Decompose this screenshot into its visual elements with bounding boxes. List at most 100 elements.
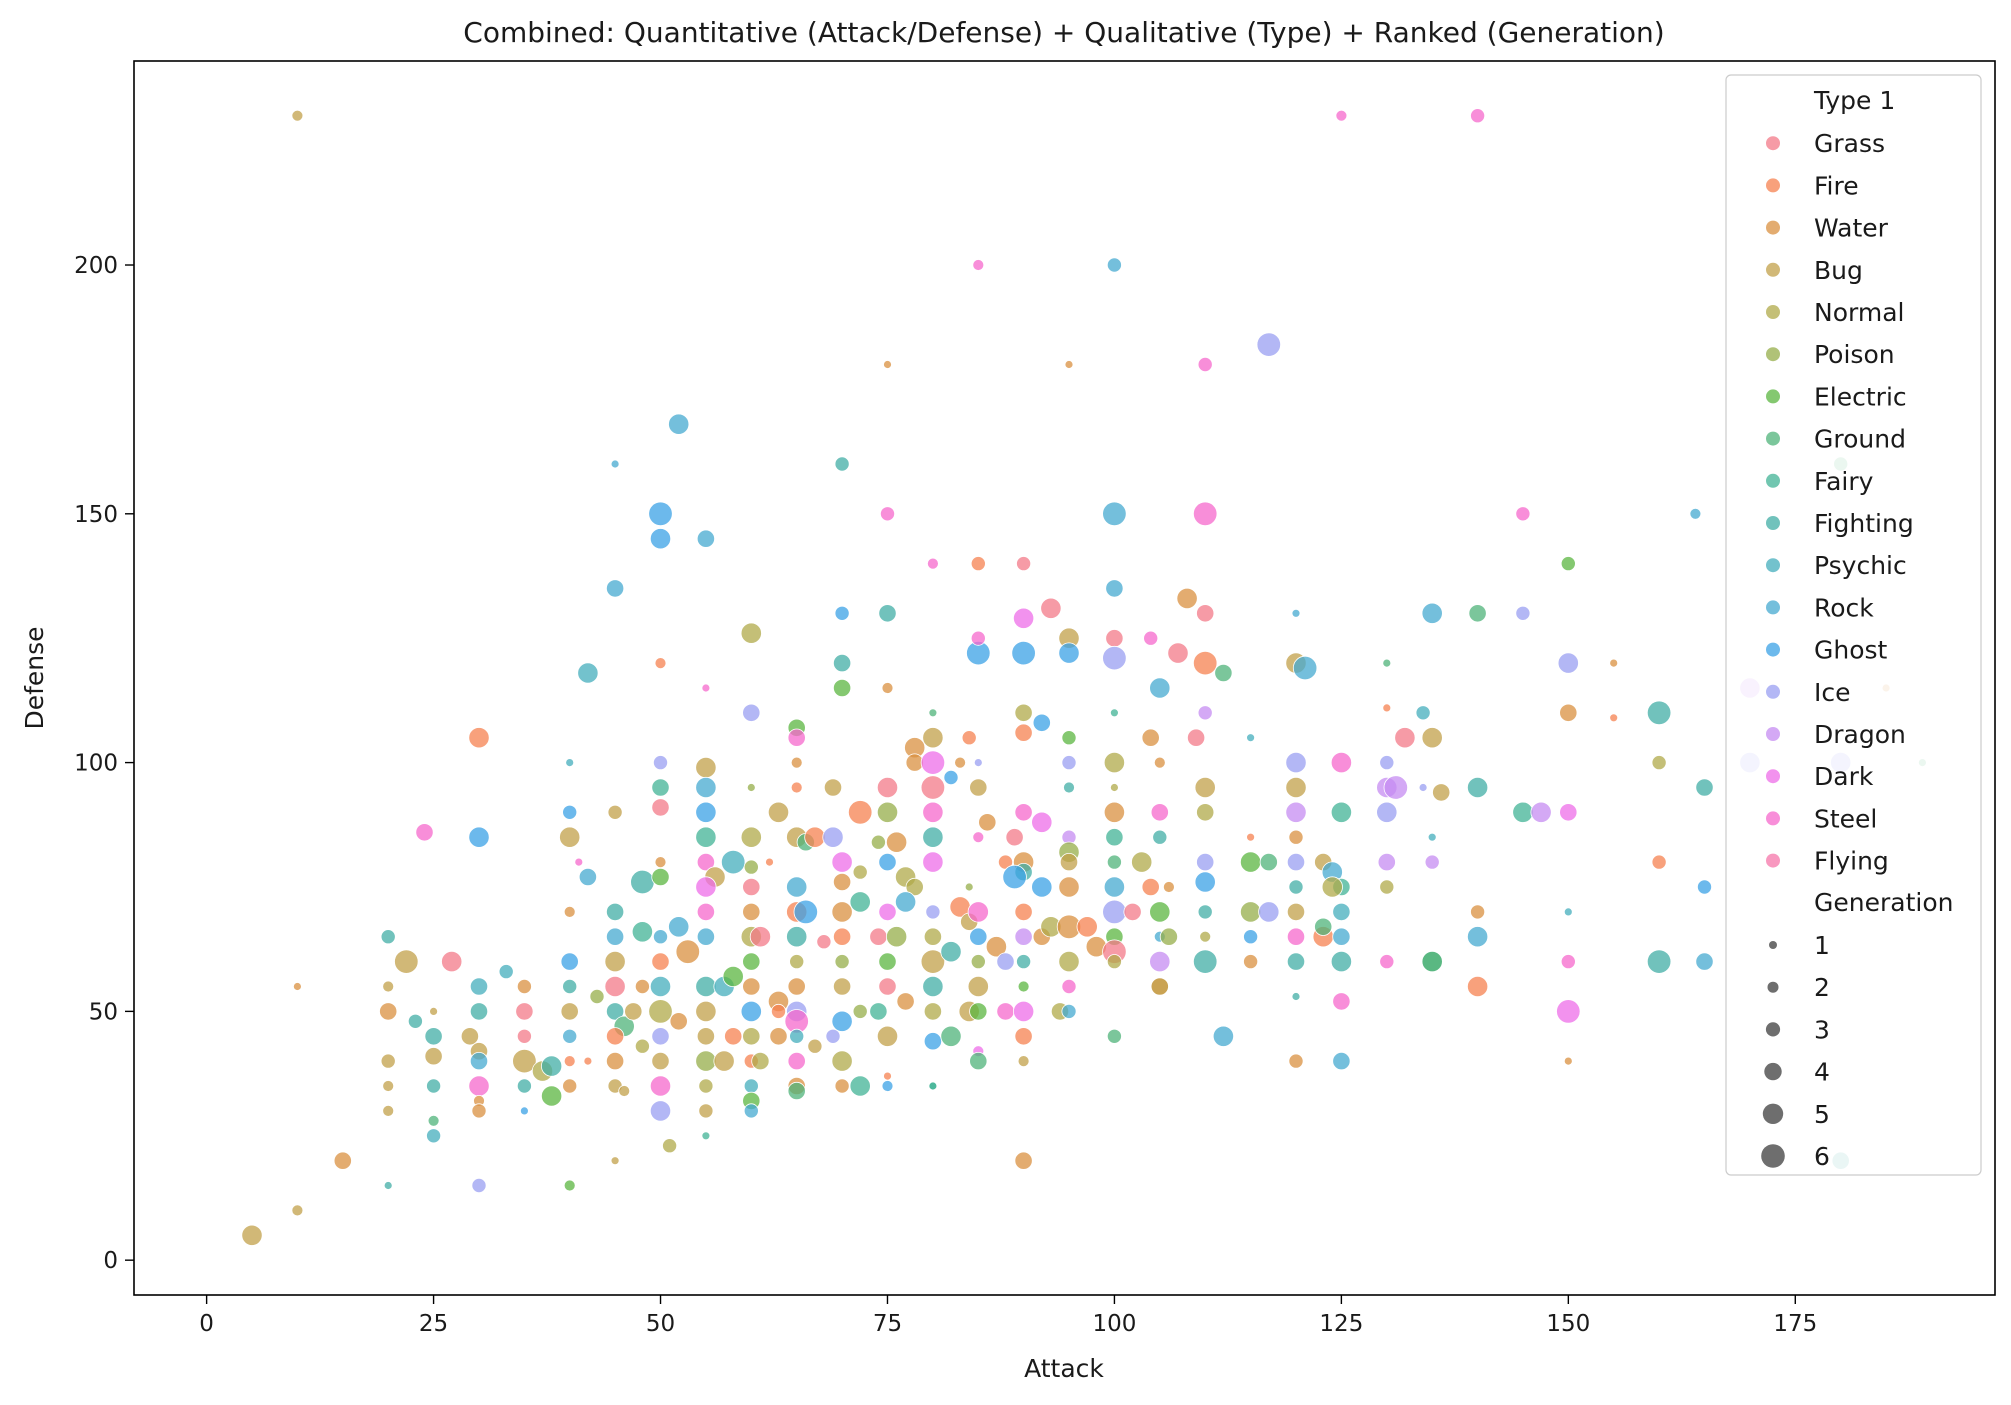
data-point [740,826,762,848]
data-point [630,869,655,895]
data-point [407,1013,423,1029]
data-point [978,813,997,832]
data-point [1131,851,1153,873]
data-point [713,1050,735,1072]
data-point [1646,949,1672,974]
data-point [1153,756,1166,769]
data-point [1332,902,1351,922]
data-point [1609,658,1619,668]
data-point [771,1003,787,1019]
x-tick-label: 125 [1319,1311,1363,1337]
data-point [562,1078,578,1094]
data-point [1150,803,1169,822]
data-point [701,1131,711,1141]
data-point [740,622,762,644]
data-point [610,1156,620,1166]
data-point [922,851,944,873]
data-point [429,1007,439,1016]
data-point [834,456,850,472]
data-point [695,876,717,898]
data-point [562,804,578,820]
data-point [1014,1151,1033,1170]
data-point [742,902,761,922]
data-point [849,1075,871,1097]
legend-entry-label: Rock [1814,593,1874,622]
data-point [742,952,761,971]
data-point [1609,713,1619,723]
data-point [1149,950,1171,973]
data-point [1243,954,1259,970]
data-point [1196,604,1215,623]
data-point [1192,501,1218,527]
data-point [383,1181,393,1190]
legend-entry-label: Steel [1814,804,1877,833]
data-point [1040,597,1062,619]
data-point [1418,783,1428,792]
data-point [415,823,434,842]
data-point [1017,980,1030,993]
data-point [742,1027,761,1046]
data-point [648,999,673,1024]
data-point [471,1178,487,1194]
data-point [574,857,584,867]
data-point [786,926,808,948]
data-point [825,1028,841,1044]
data-point [696,927,716,946]
data-point [607,804,623,820]
data-point [669,1012,688,1031]
legend-size-marker [1767,981,1779,993]
data-point [832,678,852,698]
data-point [1695,952,1714,971]
data-point [831,1010,853,1032]
y-tick-label: 100 [74,751,118,777]
data-point [787,1081,806,1101]
data-point [468,826,490,848]
legend-marker [1766,516,1780,530]
data-point [1376,801,1398,823]
data-point [382,1080,395,1092]
data-point [540,1055,563,1077]
data-point [1061,979,1077,995]
data-point [696,902,716,922]
data-point [1651,854,1667,870]
data-point [972,831,985,844]
data-point [804,826,826,848]
data-point [662,1138,678,1154]
data-point [1102,899,1127,925]
data-point [1288,829,1304,845]
data-point [996,1002,1015,1021]
legend-size-marker [1769,941,1777,949]
data-point [605,927,625,946]
data-point [996,952,1015,971]
data-point [610,459,620,469]
data-point [649,1100,672,1122]
data-point [1515,605,1531,621]
data-point [1058,876,1080,898]
data-point [1105,629,1124,648]
data-point [1394,727,1416,749]
data-point [1141,877,1160,897]
data-point [1383,775,1409,800]
data-point [605,579,625,598]
data-point [1106,954,1122,970]
data-point [698,1103,714,1119]
legend-size-marker [1765,1022,1781,1037]
data-point [516,979,532,995]
data-point [1063,781,1075,794]
data-point [742,877,761,897]
data-point [880,506,896,522]
data-point [469,1052,489,1071]
data-point [1285,801,1307,823]
data-point [1379,954,1395,970]
data-point [831,851,853,873]
data-point [605,1052,625,1071]
data-point [969,778,988,797]
data-point [516,1028,532,1044]
data-point [1695,778,1714,797]
data-point [1141,728,1160,747]
data-point [563,1055,576,1067]
data-point [1560,954,1576,970]
x-tick-label: 150 [1546,1311,1590,1337]
data-point [634,979,650,995]
data-point [1058,642,1080,664]
